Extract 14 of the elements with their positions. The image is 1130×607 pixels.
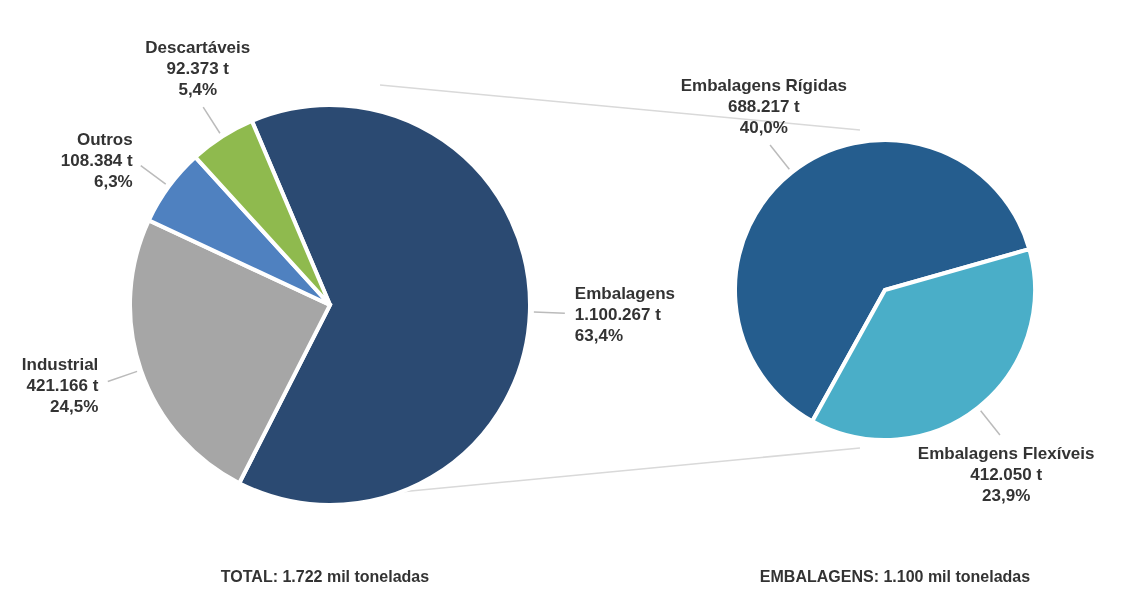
slice-label: Descartáveis (145, 37, 251, 57)
data-label: 108.384 t 6,3% (60, 150, 134, 191)
data-label: 688.217 t 40,0% (727, 97, 801, 138)
data-label: 92.373 t 5,4% (166, 58, 230, 99)
slice-label: Embalagens Flexíveis (917, 443, 1095, 463)
data-label: 421.166 t 24,5% (26, 375, 99, 416)
text: EMBALAGENS: 1.100 mil toneladas (758, 568, 1032, 586)
text: TOTAL: 1.722 mil toneladas (219, 568, 431, 586)
slice-label: Embalagens (574, 283, 676, 303)
data-label: 412.050 t 23,9% (970, 464, 1043, 505)
slice-label: Industrial (21, 354, 99, 374)
data-label: 1.100.267 t 63,4% (574, 304, 662, 345)
slice-label: Embalagens Rígidas (680, 76, 847, 96)
slice-label: Outros (76, 129, 133, 149)
